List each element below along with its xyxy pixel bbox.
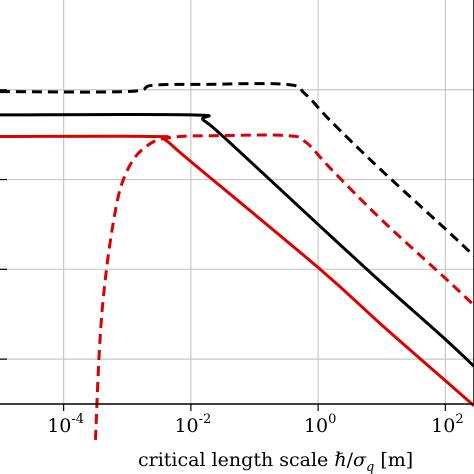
x-tick-label: 102 bbox=[431, 412, 463, 437]
x-axis-label-prefix: critical length scale bbox=[138, 449, 334, 471]
x-axis-label-sub: q bbox=[366, 460, 374, 474]
x-tick-label: 100 bbox=[304, 412, 336, 437]
x-axis-label-slash: / bbox=[347, 449, 354, 471]
series-line-3 bbox=[0, 134, 474, 407]
x-tick-label: 10-4 bbox=[47, 412, 84, 437]
x-axis-label-sigma: σ bbox=[353, 449, 367, 471]
x-axis-label-unit: [m] bbox=[374, 449, 413, 471]
x-axis-label: critical length scale ℏ/σq [m] bbox=[138, 449, 413, 474]
series-line-1 bbox=[0, 82, 474, 257]
x-axis-label-hbar: ℏ bbox=[334, 449, 346, 471]
series-line-4 bbox=[93, 133, 474, 440]
tick-layer: 10-4 10-2 100 102 bbox=[0, 89, 464, 437]
plot-frame bbox=[0, 0, 474, 405]
grid-layer bbox=[0, 0, 474, 404]
x-tick-label: 10-2 bbox=[174, 412, 211, 437]
series-line-2 bbox=[0, 112, 474, 368]
series-layer bbox=[0, 82, 474, 440]
